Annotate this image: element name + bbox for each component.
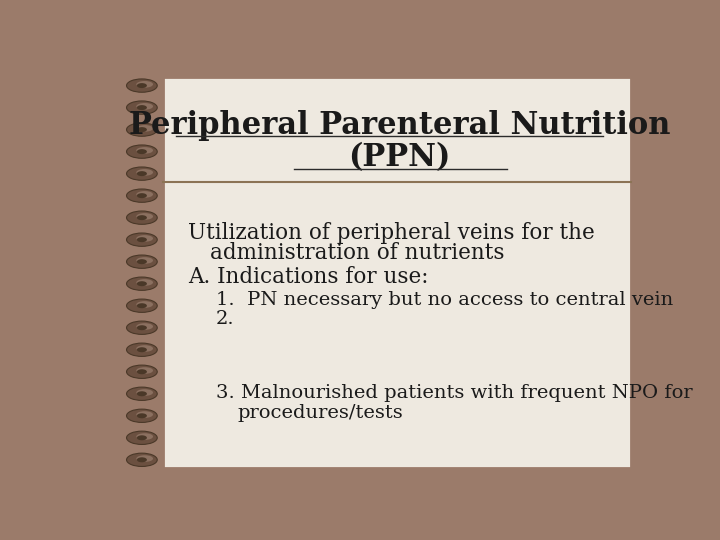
FancyBboxPatch shape (163, 77, 631, 468)
Text: Utilization of peripheral veins for the: Utilization of peripheral veins for the (188, 222, 595, 244)
Ellipse shape (137, 237, 147, 242)
Ellipse shape (127, 277, 157, 291)
Ellipse shape (127, 387, 157, 401)
Ellipse shape (137, 127, 147, 132)
Ellipse shape (127, 453, 157, 467)
Ellipse shape (137, 259, 147, 264)
Ellipse shape (127, 343, 157, 356)
Ellipse shape (127, 123, 157, 136)
Ellipse shape (136, 235, 153, 242)
Ellipse shape (127, 321, 157, 334)
Ellipse shape (136, 411, 153, 418)
Ellipse shape (137, 457, 147, 462)
Ellipse shape (136, 81, 153, 87)
Ellipse shape (127, 101, 157, 114)
Ellipse shape (137, 215, 147, 220)
Ellipse shape (137, 392, 147, 396)
Ellipse shape (136, 279, 153, 286)
Text: procedures/tests: procedures/tests (238, 404, 404, 422)
Ellipse shape (127, 365, 157, 379)
Ellipse shape (136, 433, 153, 440)
Ellipse shape (137, 171, 147, 176)
Ellipse shape (127, 299, 157, 312)
Ellipse shape (136, 125, 153, 132)
Ellipse shape (136, 301, 153, 308)
Ellipse shape (137, 413, 147, 418)
Ellipse shape (137, 149, 147, 154)
Text: (PPN): (PPN) (348, 141, 451, 173)
Ellipse shape (127, 79, 157, 92)
Ellipse shape (136, 367, 153, 374)
Ellipse shape (127, 431, 157, 444)
Ellipse shape (136, 213, 153, 220)
Ellipse shape (127, 409, 157, 422)
Text: 3. Malnourished patients with frequent NPO for: 3. Malnourished patients with frequent N… (215, 384, 692, 402)
Ellipse shape (137, 325, 147, 330)
Text: Peripheral Parenteral Nutrition: Peripheral Parenteral Nutrition (129, 110, 670, 140)
Ellipse shape (136, 257, 153, 264)
Text: A. Indications for use:: A. Indications for use: (188, 266, 428, 288)
Ellipse shape (127, 189, 157, 202)
Text: 2.: 2. (215, 310, 234, 328)
Ellipse shape (136, 191, 153, 198)
Ellipse shape (136, 103, 153, 110)
Ellipse shape (127, 145, 157, 158)
Ellipse shape (136, 323, 153, 330)
Ellipse shape (137, 303, 147, 308)
Ellipse shape (136, 147, 153, 154)
Ellipse shape (127, 255, 157, 268)
Ellipse shape (127, 167, 157, 180)
Ellipse shape (127, 233, 157, 246)
Ellipse shape (137, 435, 147, 440)
Ellipse shape (137, 281, 147, 286)
Ellipse shape (137, 347, 147, 352)
Ellipse shape (137, 193, 147, 198)
Text: 1.  PN necessary but no access to central vein: 1. PN necessary but no access to central… (215, 291, 672, 309)
Ellipse shape (137, 83, 147, 88)
Ellipse shape (136, 455, 153, 462)
Ellipse shape (127, 211, 157, 224)
Ellipse shape (136, 345, 153, 352)
Ellipse shape (137, 105, 147, 110)
Text: administration of nutrients: administration of nutrients (210, 242, 505, 264)
Ellipse shape (136, 169, 153, 176)
Ellipse shape (137, 369, 147, 374)
Ellipse shape (136, 389, 153, 396)
